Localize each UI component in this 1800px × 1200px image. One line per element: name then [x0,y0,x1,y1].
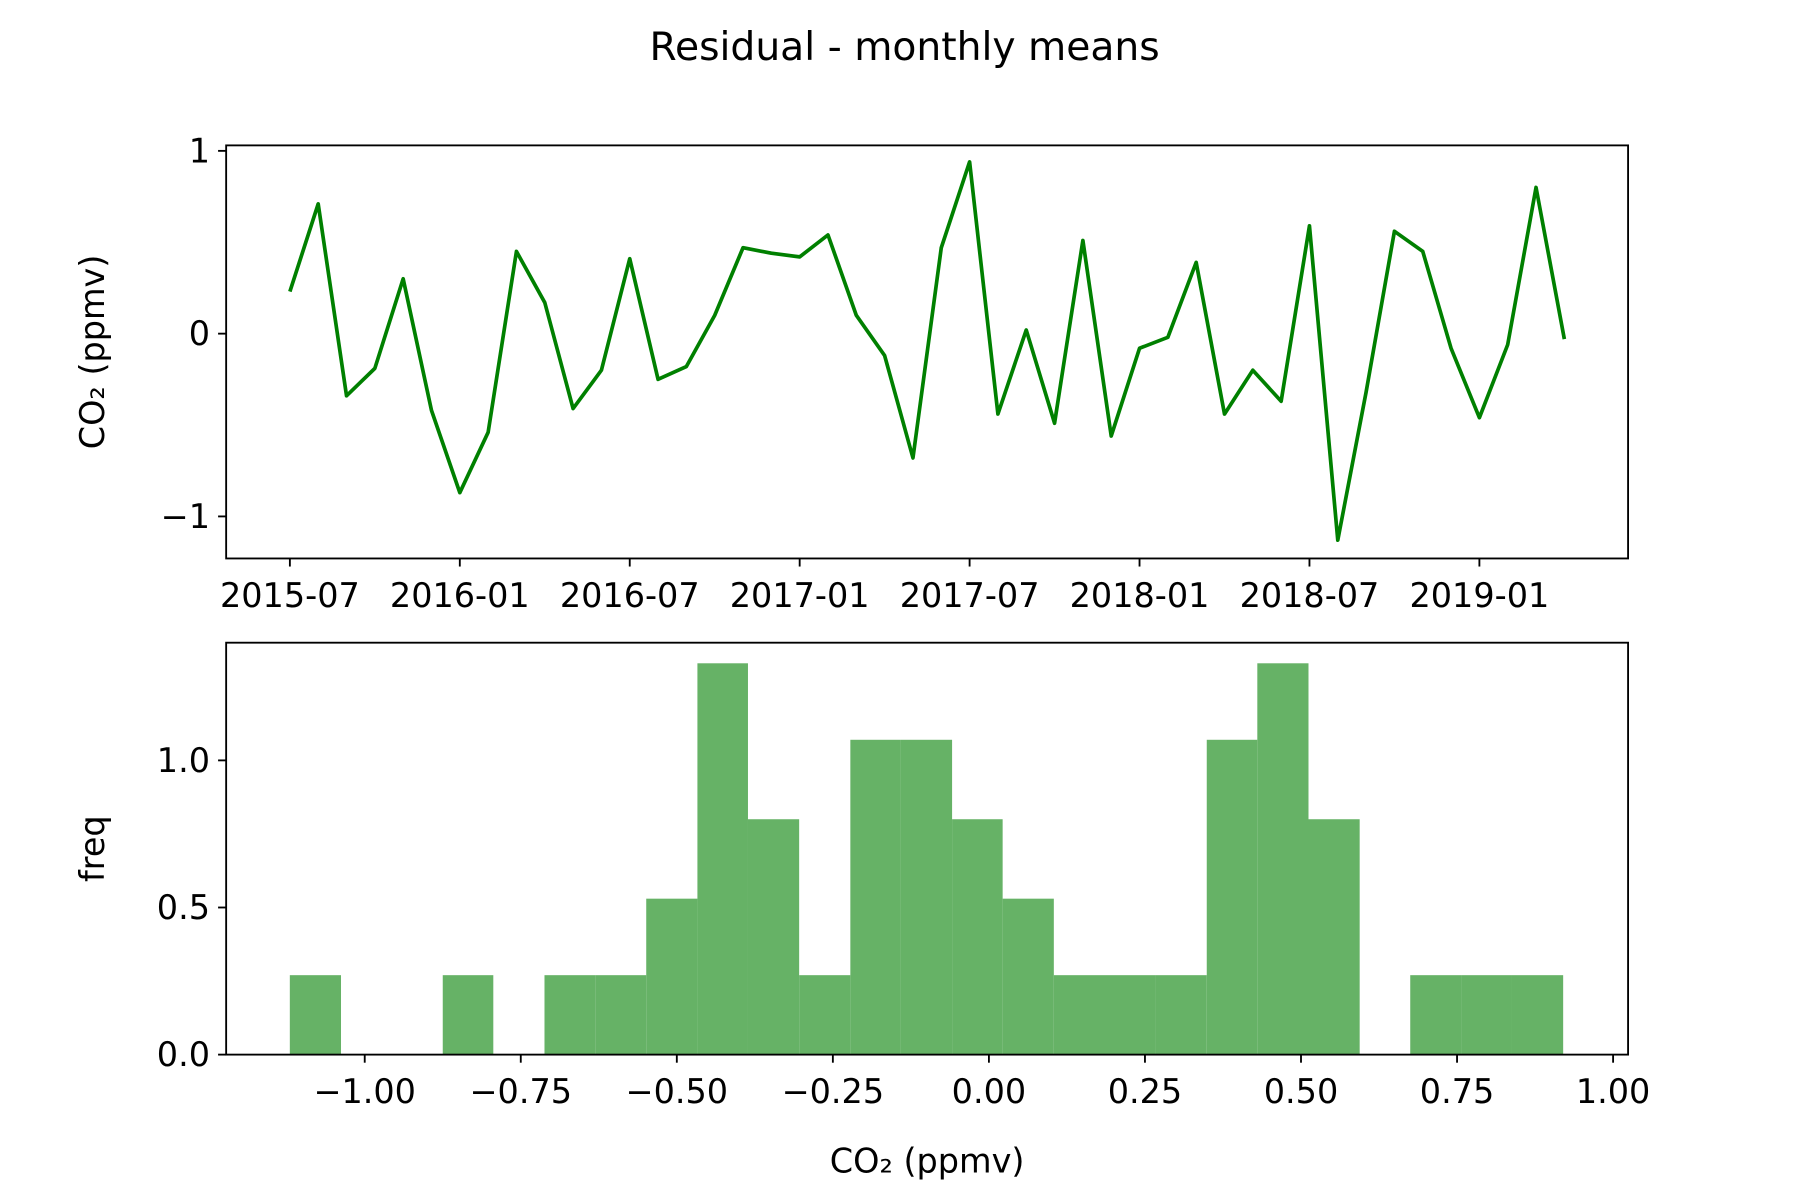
y-tick-label: −1 [161,497,210,536]
x-tick-label: 2018-07 [1240,576,1380,615]
hist-bar [646,898,698,1055]
hist-bar [544,975,596,1055]
hist-bar [1206,739,1258,1055]
hist-bar [850,739,901,1055]
x-tick-label: 0.00 [952,1072,1026,1111]
hist-bar [1053,975,1106,1055]
hist-bar [900,739,953,1055]
hist-bar [1105,975,1156,1055]
hist-bar [1308,819,1360,1055]
x-tick-label: 2016-07 [560,576,700,615]
hist-bar [1155,975,1207,1055]
data-line [288,159,1567,543]
x-tick-label: −0.75 [470,1072,573,1111]
x-tick-label: 2019-01 [1409,576,1549,615]
x-tick-label: −0.25 [782,1072,885,1111]
axes-frame [225,144,1629,560]
hist-bar [595,975,647,1055]
x-tick-label: 2016-01 [390,576,530,615]
hist-bar [747,819,800,1055]
x-tick-label: 1.00 [1576,1072,1650,1111]
hist-bar [1257,663,1309,1055]
x-tick-label: 0.25 [1108,1072,1183,1111]
x-tick-label: 0.75 [1420,1072,1495,1111]
y-axis-label: freq [73,815,112,882]
x-tick-label: −0.50 [626,1072,729,1111]
hist-bar [799,975,851,1055]
x-axis-label: CO₂ (ppmv) [830,1141,1025,1180]
y-tick-label: 0.0 [157,1035,210,1074]
y-tick-label: 0.5 [157,888,210,927]
y-tick-label: 1.0 [157,741,210,780]
y-tick-label: 1 [189,131,210,170]
y-axis-label: CO₂ (ppmv) [73,255,112,450]
hist-bar [952,819,1003,1055]
x-tick-label: −1.00 [313,1072,416,1111]
x-tick-label: 2017-07 [900,576,1040,615]
hist-bar [442,975,494,1055]
hist-bar [289,975,342,1055]
x-tick-label: 2017-01 [730,576,870,615]
figure-title: Residual - monthly means [649,25,1159,70]
hist-bar [1410,975,1462,1055]
hist-bar [1461,975,1512,1055]
x-tick-label: 0.50 [1264,1072,1339,1111]
hist-bar [1002,898,1054,1055]
axes-frame [225,641,1629,1056]
x-tick-label: 2015-07 [220,576,360,615]
hist-bar [1511,975,1564,1055]
x-tick-label: 2018-01 [1070,576,1210,615]
y-tick-label: 0 [189,314,210,353]
hist-bar [697,663,748,1055]
